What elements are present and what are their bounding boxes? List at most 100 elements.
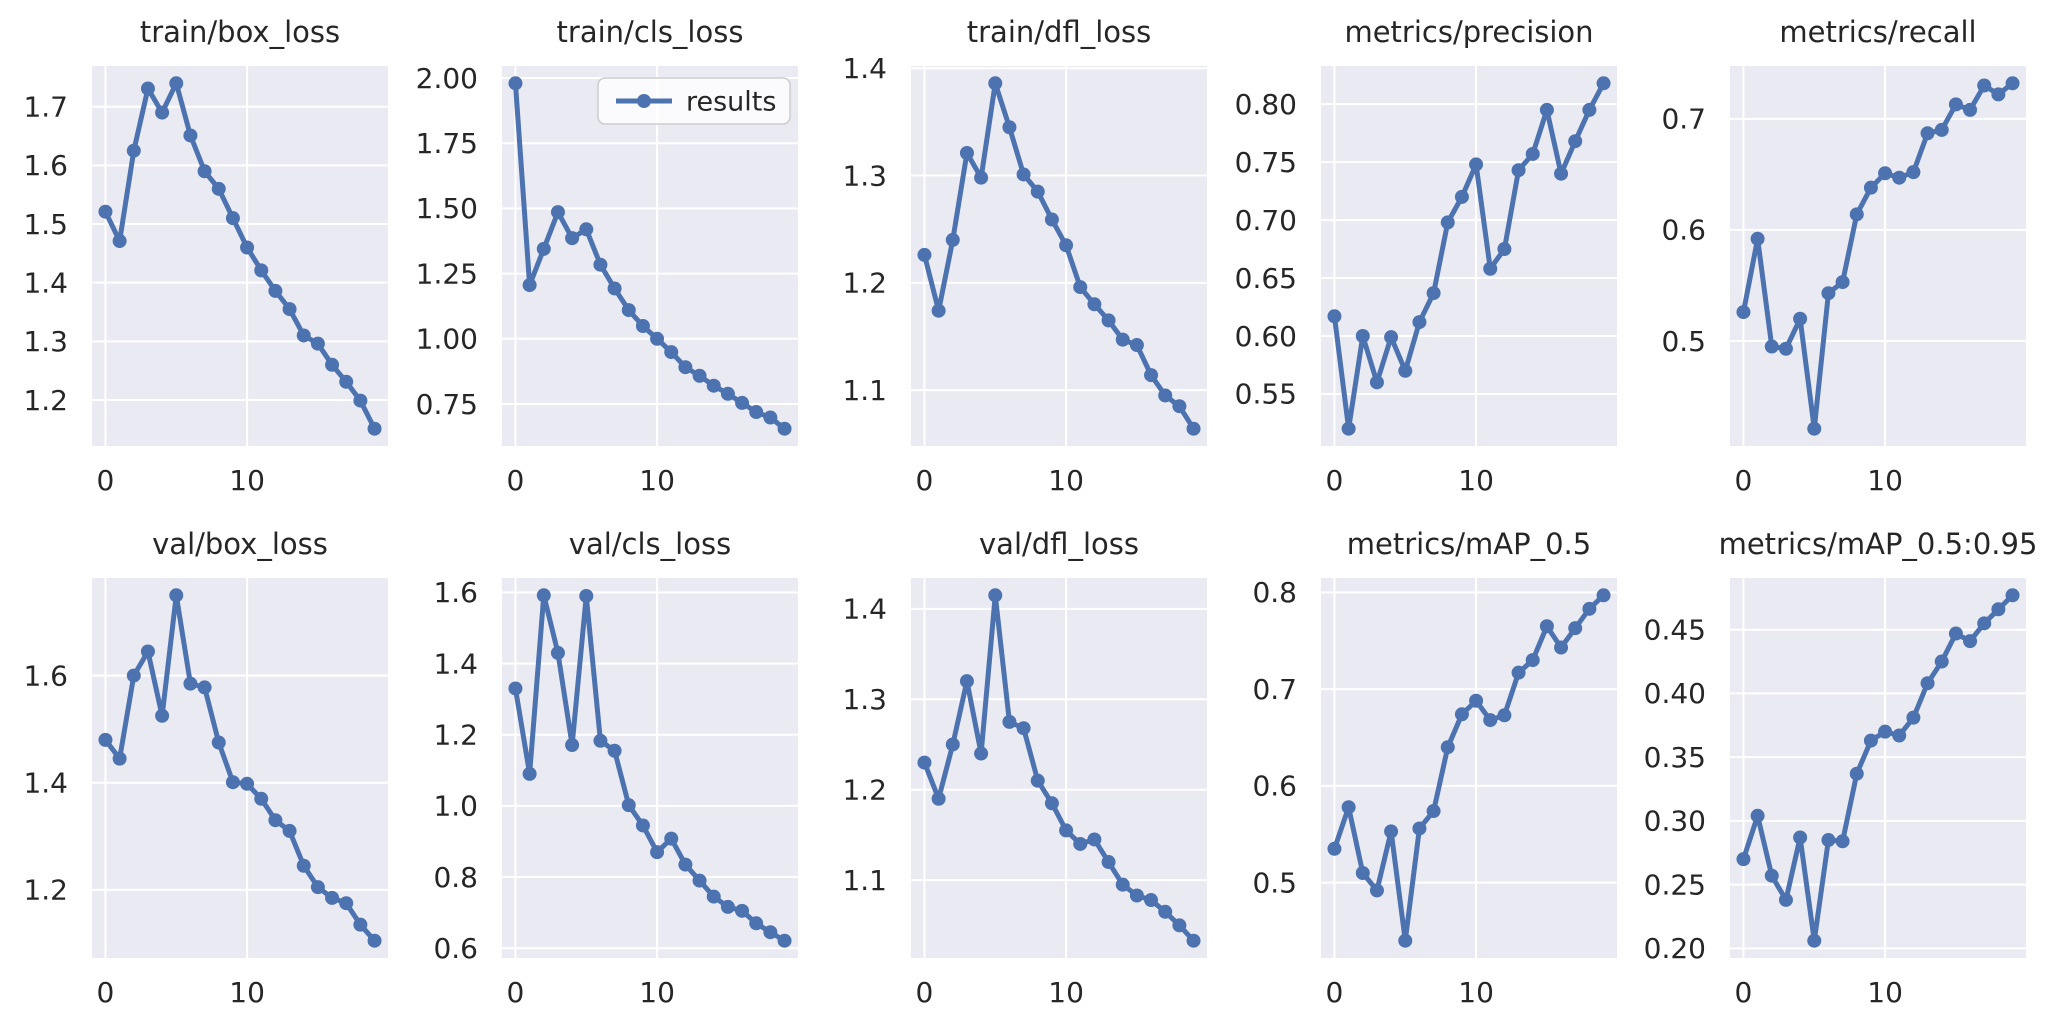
data-point (1130, 338, 1145, 353)
y-tick-label: 0.70 (1234, 204, 1296, 237)
data-point (268, 813, 283, 828)
data-point (98, 204, 113, 219)
data-point (1582, 601, 1597, 616)
chart-title: metrics/mAP_0.5:0.95 (1719, 527, 2038, 561)
data-point (296, 328, 311, 343)
data-point (112, 751, 127, 766)
chart-canvas-metrics-map-0-5: metrics/mAP_0.5 0.5 0.6 0.7 0.8 0 10 (1252, 527, 1617, 1009)
x-tick-label: 0 (97, 976, 115, 1009)
data-point (169, 76, 184, 91)
y-tick-label: 1.75 (415, 127, 477, 160)
x-tick-label: 10 (1458, 976, 1494, 1009)
data-point (1440, 215, 1455, 230)
data-point (310, 880, 325, 895)
data-point (1736, 305, 1751, 320)
data-point (140, 81, 155, 96)
data-point (988, 76, 1003, 91)
x-tick-label: 10 (1868, 464, 1904, 497)
chart-canvas-val-dfl-loss: val/dfl_loss 1.1 1.2 1.3 1.4 0 10 (843, 527, 1208, 1009)
chart-title: metrics/precision (1344, 15, 1593, 49)
y-tick-label: 1.6 (23, 149, 68, 182)
data-point (578, 588, 593, 603)
y-tick-label: 0.80 (1234, 88, 1296, 121)
plot-area (1730, 66, 2027, 446)
data-point (169, 588, 184, 603)
data-point (960, 146, 975, 161)
data-point (564, 231, 579, 246)
x-tick-label: 10 (229, 976, 265, 1009)
data-point (1497, 708, 1512, 723)
data-point (325, 890, 340, 905)
data-point (931, 791, 946, 806)
data-point (367, 933, 382, 948)
data-point (98, 732, 113, 747)
data-point (1327, 309, 1342, 324)
data-point (1765, 339, 1780, 354)
data-point (1327, 841, 1342, 856)
data-point (1949, 97, 1964, 112)
data-point (1002, 714, 1017, 729)
data-point (282, 302, 297, 317)
data-point (1073, 836, 1088, 851)
x-tick-label: 10 (1048, 464, 1084, 497)
subplot-metrics-map-0-5-0-95: metrics/mAP_0.5:0.95 0.20 0.25 0.30 0.35 0.40… (1638, 512, 2048, 1024)
x-tick-label: 0 (1735, 464, 1753, 497)
data-point (1101, 313, 1116, 328)
data-point (1030, 773, 1045, 788)
data-point (1172, 399, 1187, 414)
data-point (1977, 616, 1992, 631)
data-point (1878, 724, 1893, 739)
data-point (1807, 421, 1822, 436)
data-point (1963, 634, 1978, 649)
y-tick-label: 1.25 (415, 257, 477, 290)
chart-title: val/cls_loss (568, 527, 730, 561)
data-point (1525, 653, 1540, 668)
subplot-val-cls-loss: val/cls_loss 0.6 0.8 1.0 1.2 1.4 1.6 0 10 (410, 512, 820, 1024)
data-point (1821, 286, 1836, 301)
data-point (974, 170, 989, 185)
data-point (1144, 368, 1159, 383)
data-point (1341, 421, 1356, 436)
data-point (1355, 328, 1370, 343)
y-tick-label: 1.3 (23, 325, 68, 358)
y-tick-label: 0.25 (1644, 868, 1706, 901)
x-tick-label: 0 (506, 464, 524, 497)
data-point (578, 222, 593, 237)
y-tick-label: 0.75 (415, 388, 477, 421)
data-point (945, 232, 960, 247)
data-point (1568, 134, 1583, 149)
data-point (720, 386, 735, 401)
subplot-val-box-loss: val/box_loss 1.2 1.4 1.6 0 10 (0, 512, 410, 1024)
data-point (1991, 87, 2006, 102)
data-point (1750, 808, 1765, 823)
y-tick-label: 1.3 (843, 159, 888, 192)
y-tick-label: 0.55 (1234, 378, 1296, 411)
data-point (960, 674, 975, 689)
y-tick-label: 2.00 (415, 62, 477, 95)
x-tick-label: 10 (639, 464, 675, 497)
chart-canvas-train-cls-loss: train/cls_loss 0.75 1.00 1.25 1.50 1.75 2.00 0 1… (415, 15, 798, 497)
data-point (296, 858, 311, 873)
data-point (508, 681, 523, 696)
y-tick-label: 0.40 (1644, 677, 1706, 710)
data-point (1864, 180, 1879, 195)
data-point (1045, 212, 1060, 227)
x-tick-label: 0 (97, 464, 115, 497)
x-tick-label: 0 (916, 464, 934, 497)
legend-box (596, 77, 791, 125)
data-point (1864, 733, 1879, 748)
data-point (777, 933, 792, 948)
data-point (564, 738, 579, 753)
y-tick-label: 0.35 (1644, 741, 1706, 774)
data-point (197, 680, 212, 695)
y-tick-label: 1.1 (843, 374, 888, 407)
data-point (1850, 207, 1865, 222)
y-tick-label: 1.4 (23, 266, 68, 299)
data-point (1412, 315, 1427, 330)
plot-area (911, 578, 1208, 958)
data-point (649, 845, 664, 860)
y-tick-label: 0.6 (1662, 214, 1707, 247)
data-point (1355, 865, 1370, 880)
x-tick-label: 0 (1735, 976, 1753, 1009)
data-point (917, 755, 932, 770)
